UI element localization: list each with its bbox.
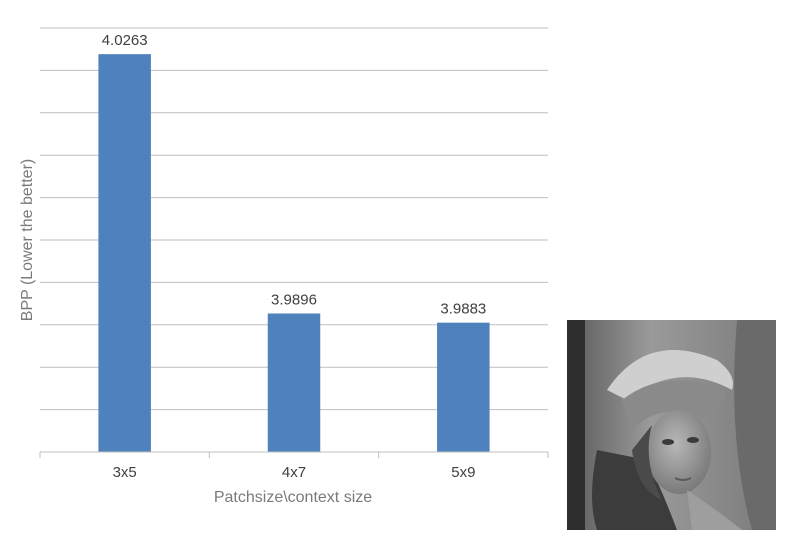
x-tick-label-4x7: 4x7 [282,464,306,481]
x-tick-label-5x9: 5x9 [451,464,475,481]
y-axis-title: BPP (Lower the better) [19,159,36,321]
bar-4x7 [267,313,321,452]
x-axis: 3x5 4x7 5x9 [39,451,549,481]
bars [98,54,490,452]
data-label-5x9: 3.9883 [440,301,486,318]
data-label-3x5: 4.0263 [102,32,148,49]
bar-3x5 [98,54,151,452]
x-tick-label-3x5: 3x5 [113,464,137,481]
x-axis-title: Patchsize\context size [214,489,372,506]
bar-5x9 [437,322,490,452]
data-label-4x7: 3.9896 [271,291,317,308]
bar-chart: 4.0263 3.9896 3.9883 3x5 4x7 5x9 Patchsize\c… [19,27,549,506]
data-labels: 4.0263 3.9896 3.9883 [102,32,487,318]
portrait-photo [567,320,776,530]
